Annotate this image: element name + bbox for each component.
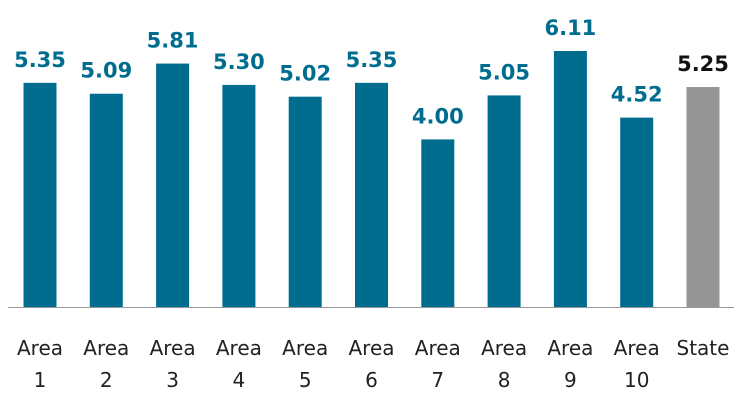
value-label-area-6: 5.35: [346, 48, 398, 72]
bar-area-3: [156, 63, 190, 308]
category-label-area-5-number: 5: [299, 368, 312, 392]
value-label-area-5: 5.02: [279, 62, 331, 86]
value-label-area-9: 6.11: [544, 16, 596, 40]
value-label-area-1: 5.35: [14, 48, 66, 72]
category-label-area-2: Area: [83, 336, 129, 360]
value-label-area-4: 5.30: [213, 50, 265, 74]
category-label-area-3-number: 3: [166, 368, 179, 392]
category-label-area-2-number: 2: [100, 368, 113, 392]
bar-area-1: [23, 82, 57, 307]
category-label-area-4-number: 4: [233, 368, 246, 392]
category-label-area-1-number: 1: [34, 368, 47, 392]
category-label-area-10-number: 10: [624, 368, 649, 392]
category-labels-group: Area 1 Area 2 Area 3 Area 4 Area 5 Area 6 Area 7 Area 8…: [17, 336, 729, 392]
category-label-area-9: Area: [547, 336, 593, 360]
bar-area-10: [620, 117, 654, 308]
category-label-area-5: Area: [282, 336, 328, 360]
value-label-area-8: 5.05: [478, 60, 530, 84]
category-label-area-7-number: 7: [431, 368, 444, 392]
value-label-area-10: 4.52: [611, 83, 663, 107]
category-label-area-3: Area: [150, 336, 196, 360]
category-label-area-8: Area: [481, 336, 527, 360]
bar-area-5: [288, 96, 322, 307]
category-label-area-8-number: 8: [498, 368, 511, 392]
value-label-area-7: 4.00: [412, 104, 464, 128]
bars-group: [23, 51, 720, 308]
category-label-area-7: Area: [415, 336, 461, 360]
value-label-area-3: 5.81: [147, 29, 199, 53]
bar-area-6: [355, 82, 388, 307]
bar-area-9: [553, 51, 587, 307]
bar-area-8: [487, 95, 521, 307]
category-label-area-6-number: 6: [365, 368, 378, 392]
category-label-state: State: [677, 336, 730, 360]
bar-area-7: [421, 139, 455, 307]
bar-area-2: [89, 93, 123, 307]
category-label-area-6: Area: [348, 336, 394, 360]
value-label-state: 5.25: [677, 52, 729, 76]
category-label-area-10: Area: [614, 336, 660, 360]
category-label-area-9-number: 9: [564, 368, 577, 392]
value-labels-group: 5.35 5.09 5.81 5.30 5.02 5.35 4.00 5.05 6.11 4.52…: [14, 16, 729, 128]
value-label-area-2: 5.09: [80, 59, 132, 83]
bar-area-4: [222, 84, 256, 307]
bar-state: [686, 87, 720, 307]
category-label-area-4: Area: [216, 336, 262, 360]
category-label-area-1: Area: [17, 336, 63, 360]
